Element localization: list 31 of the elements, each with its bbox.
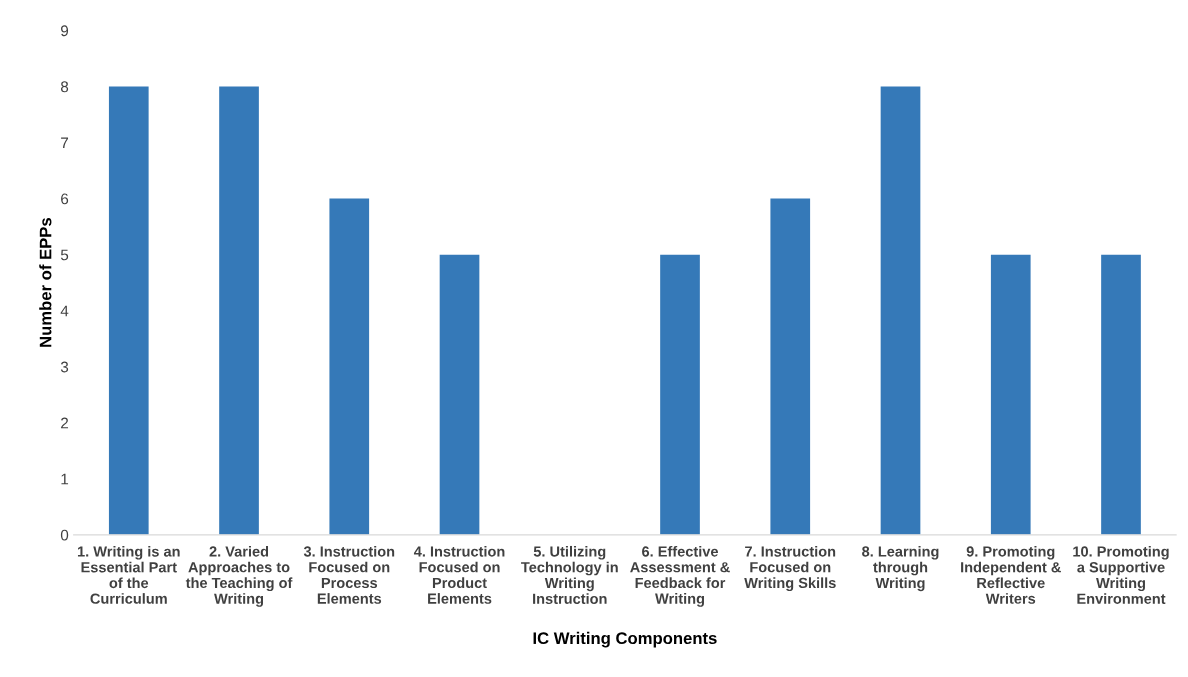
y-axis-title: Number of EPPs bbox=[39, 218, 52, 347]
bar bbox=[329, 198, 370, 535]
y-tick-label: 6 bbox=[61, 193, 69, 205]
y-tick-label: 8 bbox=[60, 81, 69, 93]
x-tick-label: 8. Learning through Writing bbox=[862, 545, 939, 592]
bar bbox=[219, 86, 259, 535]
y-tick-label: 7 bbox=[61, 137, 69, 149]
x-tick-label: 1. Writing is an Essential Part of the Curriculum bbox=[77, 545, 180, 604]
bar bbox=[1101, 254, 1141, 535]
x-tick-label: 2. Varied Approaches to the Teaching of Writing bbox=[185, 545, 293, 607]
x-tick-label: 4. Instruction Focused on Product Elements bbox=[413, 545, 505, 604]
bar bbox=[770, 198, 811, 535]
x-tick-label: 5. Utilizing Technology in Writing Instruction bbox=[521, 545, 618, 604]
y-tick-label: 0 bbox=[60, 529, 69, 541]
y-tick-label: 2 bbox=[61, 417, 69, 429]
x-tick-label: 9. Promoting Independent & Reflective Writers bbox=[961, 545, 1061, 604]
y-tick-label: 9 bbox=[61, 25, 69, 37]
bar bbox=[108, 86, 149, 535]
y-tick-label: 3 bbox=[60, 361, 69, 373]
x-tick-label: 3. Instruction Focused on Process Elements bbox=[303, 545, 395, 604]
bar bbox=[990, 254, 1031, 535]
bar bbox=[660, 254, 700, 535]
bar bbox=[439, 254, 480, 535]
x-tick-label: 10. Promoting a Supportive Writing Environment bbox=[1073, 545, 1169, 604]
bar bbox=[880, 86, 921, 535]
y-tick-label: 5 bbox=[60, 249, 69, 261]
x-tick-label: 6. Effective Assessment & Feedback for Writing bbox=[630, 545, 730, 607]
x-tick-label: 7. Instruction Focused on Writing Skills bbox=[744, 545, 836, 592]
y-tick-label: 4 bbox=[60, 305, 69, 317]
y-tick-label: 1 bbox=[61, 473, 69, 485]
x-axis-title: IC Writing Components bbox=[533, 631, 717, 648]
